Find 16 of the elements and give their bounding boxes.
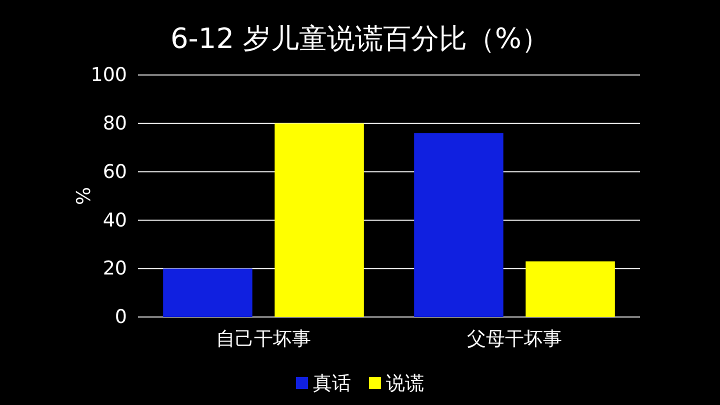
x-tick-label: 父母干坏事 <box>467 328 562 350</box>
chart-title: 6-12 岁儿童说谎百分比（%） <box>170 22 550 55</box>
bar <box>274 123 364 317</box>
y-tick-label: 100 <box>90 64 127 86</box>
y-tick-label: 40 <box>102 209 127 232</box>
y-tick-label: 80 <box>102 112 127 134</box>
bar <box>526 261 615 317</box>
y-axis-title: % <box>73 186 95 206</box>
legend-label: 说谎 <box>386 372 424 395</box>
y-tick-label: 20 <box>102 258 127 280</box>
legend-label: 真话 <box>313 372 351 395</box>
y-tick-label: 0 <box>114 306 127 328</box>
x-tick-label: 自己干坏事 <box>216 328 311 350</box>
bar <box>414 133 504 317</box>
bar <box>163 268 252 317</box>
y-tick-label: 60 <box>102 160 127 183</box>
